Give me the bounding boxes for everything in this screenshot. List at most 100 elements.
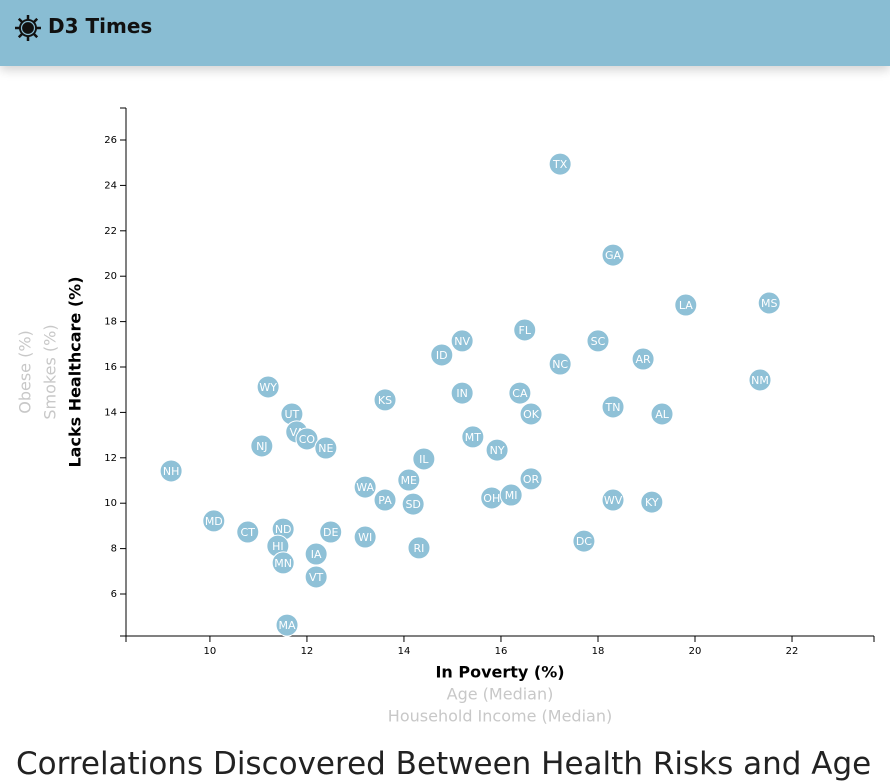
state-point [250, 434, 274, 458]
state-point [271, 551, 295, 575]
state-label: NE [318, 442, 333, 455]
state-label: ME [401, 474, 417, 487]
state-label: LA [679, 299, 693, 312]
state-point [548, 352, 572, 376]
header: D3 Times [0, 0, 890, 66]
y-tick-label: 6 [111, 589, 117, 600]
x-tick-label: 20 [689, 646, 702, 657]
state-label: AL [655, 408, 670, 421]
state-label: RI [414, 542, 425, 555]
state-label: MT [465, 431, 481, 444]
state-label: WY [259, 381, 277, 394]
state-label: WA [356, 481, 374, 494]
state-point [159, 459, 183, 483]
state-point [674, 293, 698, 317]
state-point [757, 291, 781, 315]
state-label: CO [299, 433, 316, 446]
state-point [519, 402, 543, 426]
y-tick-label: 26 [104, 135, 117, 146]
y-tick-label: 10 [104, 498, 117, 509]
state-label: SD [405, 498, 420, 511]
state-label: NY [490, 444, 505, 457]
state-label: IN [456, 387, 467, 400]
state-label: NH [163, 465, 180, 478]
state-label: NV [454, 335, 470, 348]
state-point [353, 475, 377, 499]
state-point [202, 509, 226, 533]
state-label: MD [205, 515, 223, 528]
y-tick-label: 16 [104, 362, 117, 373]
state-point [519, 467, 543, 491]
state-label: PA [378, 494, 392, 507]
state-point [236, 520, 260, 544]
state-label: UT [285, 408, 300, 421]
state-label: GA [605, 249, 622, 262]
state-point [499, 483, 523, 507]
state-point [256, 375, 280, 399]
y-tick-label: 12 [104, 453, 117, 464]
state-point [412, 447, 436, 471]
x-axis-label[interactable]: Household Income (Median) [388, 707, 612, 726]
state-point [650, 402, 674, 426]
state-point [513, 318, 537, 342]
x-tick-label: 14 [398, 646, 411, 657]
x-tick-label: 12 [301, 646, 314, 657]
state-point [407, 536, 431, 560]
y-axis-label[interactable]: Smokes (%) [41, 324, 60, 419]
state-label: CA [512, 387, 528, 400]
state-point [304, 565, 328, 589]
state-label: CT [241, 526, 256, 539]
state-point [373, 488, 397, 512]
state-label: IA [311, 548, 322, 561]
chart: 10 12 14 16 18 20 22 6 8 10 12 14 16 18 20 22 24 26 In Pov… [16, 107, 875, 726]
state-label: ND [275, 523, 292, 536]
x-axis-label[interactable]: In Poverty (%) [435, 663, 564, 682]
state-point [275, 613, 299, 637]
state-point [314, 436, 338, 460]
state-label: TN [605, 401, 621, 414]
state-label: MA [279, 619, 296, 632]
state-label: AR [636, 353, 652, 366]
state-point [401, 492, 425, 516]
x-tick-label: 10 [204, 646, 217, 657]
y-tick-label: 18 [104, 317, 117, 328]
state-point [373, 388, 397, 412]
y-axis-label[interactable]: Obese (%) [16, 330, 35, 414]
state-point [586, 329, 610, 353]
y-axis-label[interactable]: Lacks Healthcare (%) [66, 276, 85, 467]
state-label: OR [523, 473, 540, 486]
state-label: MN [274, 557, 292, 570]
state-label: TX [552, 158, 568, 171]
state-label: DE [323, 526, 338, 539]
x-axis-label[interactable]: Age (Median) [447, 685, 554, 704]
state-point [450, 381, 474, 405]
page-heading: Correlations Discovered Between Health R… [16, 746, 872, 782]
state-label: IL [419, 453, 429, 466]
state-point [295, 427, 319, 451]
y-tick-label: 22 [104, 226, 117, 237]
state-label: DC [576, 535, 592, 548]
state-point [461, 425, 485, 449]
state-point [319, 520, 343, 544]
state-label: SC [591, 335, 606, 348]
state-point [304, 542, 328, 566]
state-label: MI [505, 489, 518, 502]
state-point [631, 347, 655, 371]
y-tick-label: 8 [111, 544, 117, 555]
state-point [450, 329, 474, 353]
state-point [397, 468, 421, 492]
state-label: WI [358, 531, 372, 544]
state-point [548, 152, 572, 176]
x-tick-label: 16 [495, 646, 508, 657]
state-label: NC [552, 358, 568, 371]
state-label: NM [751, 374, 769, 387]
state-label: FL [519, 324, 532, 337]
state-point [353, 525, 377, 549]
state-label: MS [761, 297, 777, 310]
logo-icon [15, 15, 41, 41]
state-label: OH [483, 492, 500, 505]
x-tick-label: 18 [592, 646, 605, 657]
state-label: HI [272, 540, 284, 553]
y-tick-label: 24 [104, 180, 117, 191]
